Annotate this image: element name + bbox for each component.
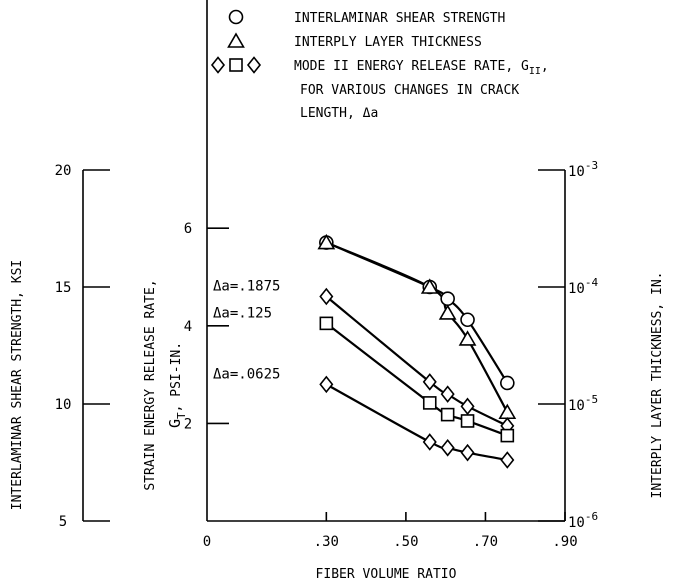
point-da125	[440, 407, 455, 422]
point-thickness	[458, 330, 477, 346]
point-da125	[500, 428, 515, 443]
right-y-tick-label: 10-6	[568, 510, 598, 531]
legend-triangle-icon	[227, 32, 245, 48]
inner-y-axis-title: STRAIN ENERGY RELEASE RATE,	[143, 279, 158, 490]
point-da1875	[422, 373, 437, 391]
point-da0625	[500, 451, 515, 469]
left-y-tick-label: 20	[55, 163, 72, 179]
legend-label-energy-trail: ,	[541, 59, 549, 74]
axes: 0 .30 .50 .70 .90 FIBER VOLUME RATIO 2 4 6 5 10 15 2…	[10, 0, 665, 582]
point-da0625	[460, 443, 475, 462]
point-thickness	[420, 278, 439, 294]
right-y-tick-base: 10	[568, 281, 585, 297]
right-y-tick-label: 10-4	[568, 276, 598, 297]
point-da0625	[422, 433, 437, 451]
left-y-axis-title: INTERLAMINAR SHEAR STRENGTH, KSI	[10, 260, 25, 510]
legend-square-icon	[229, 58, 243, 72]
left-y-tick-label: 10	[55, 397, 72, 413]
inner-y-tick-label: 2	[184, 416, 192, 432]
point-shear	[500, 375, 515, 391]
series-labels: Δa=.1875 Δa=.125 Δa=.0625	[213, 279, 280, 383]
x-axis-title: FIBER VOLUME RATIO	[316, 567, 457, 582]
x-tick-label: 0	[203, 534, 211, 550]
point-thickness	[438, 304, 457, 320]
right-y-tick-base: 10	[568, 164, 585, 180]
curve-thickness	[325, 241, 509, 413]
point-da0625	[319, 375, 334, 394]
right-y-tick-base: 10	[568, 515, 585, 531]
x-tick-label: .90	[552, 534, 577, 550]
point-da125	[319, 316, 334, 331]
x-tick-label: .50	[393, 534, 418, 550]
label-da0625: Δa=.0625	[213, 366, 280, 382]
legend-circle-icon	[228, 9, 244, 25]
right-y-tick-label: 10-5	[568, 393, 598, 414]
legend: INTERLAMINAR SHEAR STRENGTH INTERPLY LAYE…	[210, 9, 549, 121]
inner-y-axis-unit: , PSI-IN.	[169, 342, 184, 412]
curve-da0625	[325, 383, 508, 462]
point-da1875	[319, 287, 334, 306]
point-da1875	[440, 385, 455, 403]
series-curves	[325, 241, 509, 462]
inner-y-axis-title-2: GT, PSI-IN.	[166, 342, 188, 428]
legend-label-shear: INTERLAMINAR SHEAR STRENGTH	[294, 11, 505, 26]
right-y-tick-exponent: -4	[585, 276, 599, 289]
point-da0625	[440, 439, 455, 457]
legend-diamond-icon	[246, 56, 262, 74]
legend-label-energy-line3: LENGTH, Δa	[300, 106, 378, 121]
point-da1875	[460, 397, 475, 416]
left-y-tick-label: 5	[59, 514, 67, 530]
right-y-tick-exponent: -6	[585, 510, 598, 523]
x-tick-label: .70	[473, 534, 498, 550]
inner-y-tick-label: 6	[184, 221, 192, 237]
legend-label-energy-line2: FOR VARIOUS CHANGES IN CRACK	[300, 83, 519, 98]
point-da125	[422, 396, 437, 410]
left-y-tick-label: 15	[55, 280, 72, 296]
inner-y-tick-label: 4	[184, 319, 192, 335]
legend-diamond-icon	[210, 56, 226, 74]
right-y-axis-title: INTERPLY LAYER THICKNESS, IN.	[650, 272, 665, 499]
point-thickness	[498, 403, 517, 420]
label-da125: Δa=.125	[213, 305, 272, 321]
right-y-tick-exponent: -5	[585, 393, 598, 406]
x-tick-label: .30	[314, 534, 339, 550]
label-da1875: Δa=.1875	[213, 279, 280, 295]
inner-y-axis-subscript: T	[175, 412, 188, 419]
legend-label-thickness: INTERPLY LAYER THICKNESS	[294, 35, 482, 50]
right-y-tick-label: 10-3	[568, 159, 598, 180]
right-y-tick-exponent: -3	[585, 159, 598, 172]
point-shear	[440, 291, 455, 307]
legend-label-energy-main: MODE II ENERGY RELEASE RATE, G	[294, 59, 529, 74]
series-markers	[317, 233, 517, 469]
inner-y-axis-symbol: G	[166, 419, 184, 428]
legend-label-energy: MODE II ENERGY RELEASE RATE, GII,	[294, 59, 549, 77]
point-da125	[460, 414, 475, 428]
point-thickness	[317, 233, 336, 250]
point-shear	[460, 312, 475, 328]
legend-label-energy-subscript: II	[529, 66, 541, 77]
right-y-tick-base: 10	[568, 398, 585, 414]
